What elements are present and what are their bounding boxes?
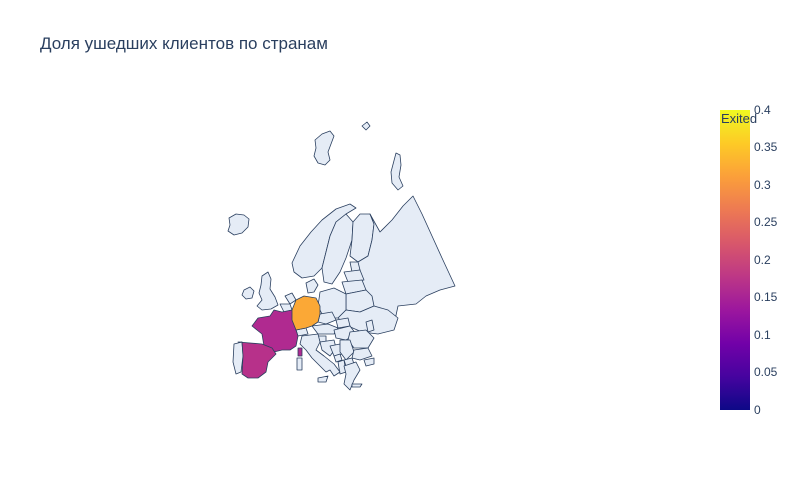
country-russia[interactable] — [355, 195, 456, 331]
country-moldova[interactable] — [365, 319, 375, 333]
country-italy[interactable] — [299, 333, 341, 377]
island-corsica[interactable] — [297, 347, 303, 357]
country-denmark[interactable] — [305, 278, 319, 294]
colorbar-gradient — [720, 110, 750, 410]
colorbar-tick: 0.3 — [754, 178, 771, 192]
island-sicily[interactable] — [317, 375, 329, 383]
country-portugal[interactable] — [232, 341, 244, 375]
country-netherlands[interactable] — [284, 292, 297, 305]
country-montenegro[interactable] — [333, 353, 343, 363]
country-ireland[interactable] — [241, 286, 255, 300]
country-austria[interactable] — [311, 323, 339, 335]
country-france[interactable] — [251, 309, 299, 353]
country-uk[interactable] — [256, 271, 279, 311]
colorbar-title: Exited — [721, 111, 758, 126]
country-czechia[interactable] — [317, 311, 337, 325]
island-svalbard[interactable] — [313, 130, 335, 166]
colorbar-tick: 0 — [754, 403, 761, 417]
country-turkey-thrace[interactable] — [363, 357, 375, 367]
country-bulgaria[interactable] — [351, 347, 373, 361]
island-novaya-zemlya[interactable] — [390, 152, 404, 191]
island-svalbard-small[interactable] — [361, 121, 371, 131]
colorbar-tick: 0.15 — [754, 290, 778, 304]
colorbar-tick: 0.35 — [754, 140, 778, 154]
colorbar-tick: 0.4 — [754, 103, 771, 117]
country-iceland[interactable] — [227, 213, 250, 236]
colorbar-tick: 0.05 — [754, 365, 778, 379]
country-latvia[interactable] — [343, 269, 365, 283]
island-crete[interactable] — [351, 383, 363, 388]
colorbar-tick: 0.1 — [754, 328, 771, 342]
country-spain[interactable] — [237, 341, 277, 379]
country-serbia[interactable] — [339, 339, 355, 361]
colorbar-tick: 0.2 — [754, 253, 771, 267]
country-germany[interactable] — [291, 295, 321, 331]
chart-title: Доля ушедших клиентов по странам — [40, 34, 328, 53]
island-sardinia[interactable] — [296, 357, 303, 371]
colorbar-tick: 0.25 — [754, 215, 778, 229]
